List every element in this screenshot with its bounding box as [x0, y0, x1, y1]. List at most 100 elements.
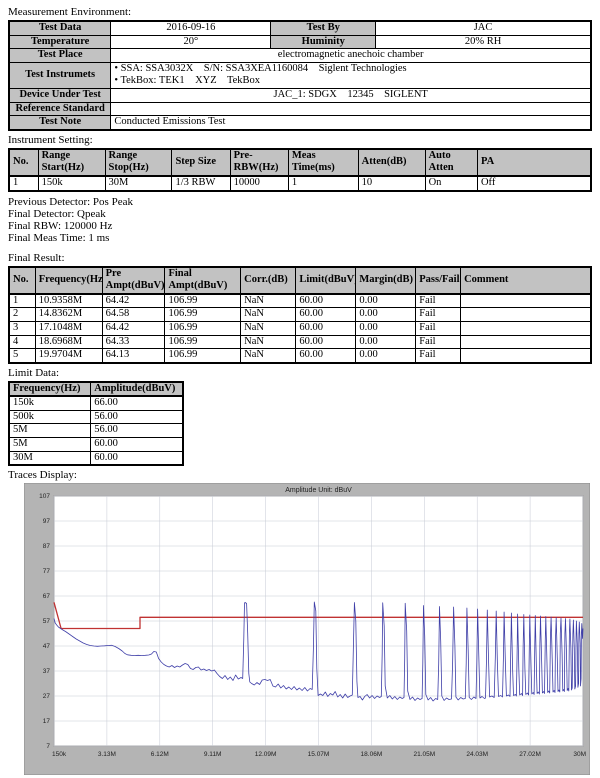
column-header: Amplitude(dBuV)	[90, 381, 184, 398]
table-cell	[460, 334, 592, 350]
table-cell: 60.00	[90, 437, 184, 452]
limit-data-table: Frequency(Hz) Amplitude(dBuV) 150k 66.00 500…	[8, 380, 184, 467]
detector-info: Previous Detector: Pos Peak Final Detecto…	[8, 196, 592, 244]
table-cell: 60.00	[90, 450, 184, 466]
section-heading-final-result: Final Result:	[8, 251, 65, 264]
measurement-environment-table: Test Data 2016-09-16 Test By JAC Temperature…	[8, 20, 592, 131]
section-heading-traces-display: Traces Display:	[8, 469, 77, 482]
table-cell: 10.9358M	[34, 293, 103, 309]
table-cell: 18.6968M	[34, 334, 103, 350]
table-cell: 0.00	[355, 320, 417, 336]
table-row: Test Place electromagnetic anechoic chamb…	[8, 48, 592, 63]
table-cell: 60.00	[295, 293, 357, 309]
column-header: Pass/Fail	[415, 266, 462, 295]
env-value-cell: JAC	[375, 20, 592, 36]
table-cell: 106.99	[164, 348, 242, 364]
table-cell: On	[424, 175, 478, 192]
table-cell: 3	[8, 320, 36, 336]
column-header: Atten(dB)	[357, 148, 426, 177]
table-row: Test Note Conducted Emissions Test	[8, 115, 592, 131]
env-value-cell: • SSA: SSA3032X S/N: SSA3XEA1160084 Sigl…	[110, 61, 592, 89]
column-header: Frequency(Hz)	[34, 266, 103, 295]
y-axis-tick-label: 67	[43, 593, 51, 600]
table-cell: 1	[287, 175, 359, 192]
y-axis-tick-label: 7	[46, 743, 50, 750]
env-label-cell: Test Place	[8, 48, 112, 63]
table-row: Temperature 20° Huminity 20% RH	[8, 34, 592, 50]
table-cell: 150k	[37, 175, 106, 192]
table-cell	[460, 320, 592, 336]
table-cell: 5M	[8, 423, 92, 439]
env-value-cell	[110, 101, 592, 117]
column-header: Meas Time(ms)	[287, 148, 359, 177]
column-header: No.	[8, 266, 36, 295]
table-cell: Fail	[415, 320, 462, 336]
traces-chart: 7 17 27 37 47 57 67 77 87 97 107 150k 3.13M 6.12M 9.11…	[23, 482, 591, 776]
table-cell: 56.00	[90, 409, 184, 425]
table-cell: 66.00	[90, 395, 184, 411]
y-axis-tick-label: 107	[39, 493, 50, 500]
env-label-cell: Reference Standard	[8, 101, 112, 117]
detector-info-line: Previous Detector: Pos Peak	[8, 195, 133, 208]
y-axis-tick-label: 27	[43, 693, 51, 700]
column-header: Pre-RBW(Hz)	[229, 148, 289, 177]
table-cell: 0.00	[355, 293, 417, 309]
table-cell	[460, 348, 592, 364]
column-header: Comment	[460, 266, 592, 295]
table-cell: Fail	[415, 293, 462, 309]
column-header: Frequency(Hz)	[8, 381, 92, 398]
table-cell: 60.00	[295, 320, 357, 336]
table-cell	[460, 307, 592, 322]
detector-info-line: Final Meas Time: 1 ms	[8, 231, 110, 244]
table-cell: 5M	[8, 437, 92, 452]
column-header: Corr.(dB)	[240, 266, 297, 295]
x-axis-tick-label: 15.07M	[308, 751, 330, 758]
table-row: 150k 66.00	[8, 395, 184, 411]
x-axis-tick-label: 150k	[52, 751, 67, 758]
table-row: 30M 60.00	[8, 450, 184, 466]
table-row: 5M 56.00	[8, 423, 184, 439]
table-cell: 106.99	[164, 307, 242, 322]
table-row: 2 14.8362M 64.58 106.99 NaN 60.00 0.00 Fail	[8, 307, 592, 322]
instrument-setting-table: No. Range Start(Hz) Range Stop(Hz) Step Siz…	[8, 147, 592, 192]
table-cell: 60.00	[295, 307, 357, 322]
column-header: Range Start(Hz)	[37, 148, 106, 177]
table-cell	[460, 293, 592, 309]
chart-title: Amplitude Unit: dBuV	[285, 487, 352, 494]
table-cell: 10	[357, 175, 426, 192]
x-axis-tick-label: 18.06M	[361, 751, 383, 758]
table-cell: 150k	[8, 395, 92, 411]
table-cell: 56.00	[90, 423, 184, 439]
column-header: Auto Atten	[424, 148, 478, 177]
env-label-cell: Test Instrumets	[8, 61, 112, 89]
table-cell: 60.00	[295, 334, 357, 350]
table-row: 500k 56.00	[8, 409, 184, 425]
y-axis-tick-label: 57	[43, 618, 51, 625]
y-axis-tick-label: 37	[43, 668, 51, 675]
table-cell: 64.42	[101, 293, 166, 309]
env-label-cell: Test Data	[8, 20, 112, 36]
detector-info-line: Final RBW: 120000 Hz	[8, 219, 113, 232]
table-cell: 4	[8, 334, 36, 350]
env-value-cell: JAC_1: SDGX 12345 SIGLENT	[110, 87, 592, 103]
x-axis-tick-label: 24.03M	[466, 751, 488, 758]
column-header: Range Stop(Hz)	[104, 148, 173, 177]
env-value-cell: electromagnetic anechoic chamber	[110, 48, 592, 63]
env-label-cell: Huminity	[270, 34, 377, 50]
table-row: Reference Standard	[8, 101, 592, 117]
section-heading-instrument-setting: Instrument Setting:	[8, 133, 93, 146]
x-axis-tick-label: 3.13M	[98, 751, 116, 758]
table-cell: Fail	[415, 307, 462, 322]
table-cell: 500k	[8, 409, 92, 425]
column-header: Step Size	[171, 148, 231, 177]
table-cell: NaN	[240, 348, 297, 364]
table-header-row: No. Frequency(Hz) Pre Ampt(dBuV) Final Ampt…	[8, 266, 592, 295]
table-cell: Fail	[415, 348, 462, 364]
y-axis-tick-label: 47	[43, 643, 51, 650]
table-cell: 10000	[229, 175, 289, 192]
table-cell: 64.58	[101, 307, 166, 322]
y-axis-tick-label: 17	[43, 718, 51, 725]
table-cell: 1/3 RBW	[171, 175, 231, 192]
x-axis-tick-label: 12.09M	[255, 751, 277, 758]
table-cell: 64.13	[101, 348, 166, 364]
